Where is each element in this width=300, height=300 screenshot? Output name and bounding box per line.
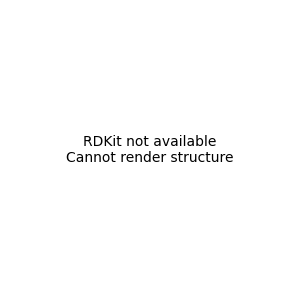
Text: RDKit not available
Cannot render structure: RDKit not available Cannot render struct… bbox=[66, 135, 234, 165]
